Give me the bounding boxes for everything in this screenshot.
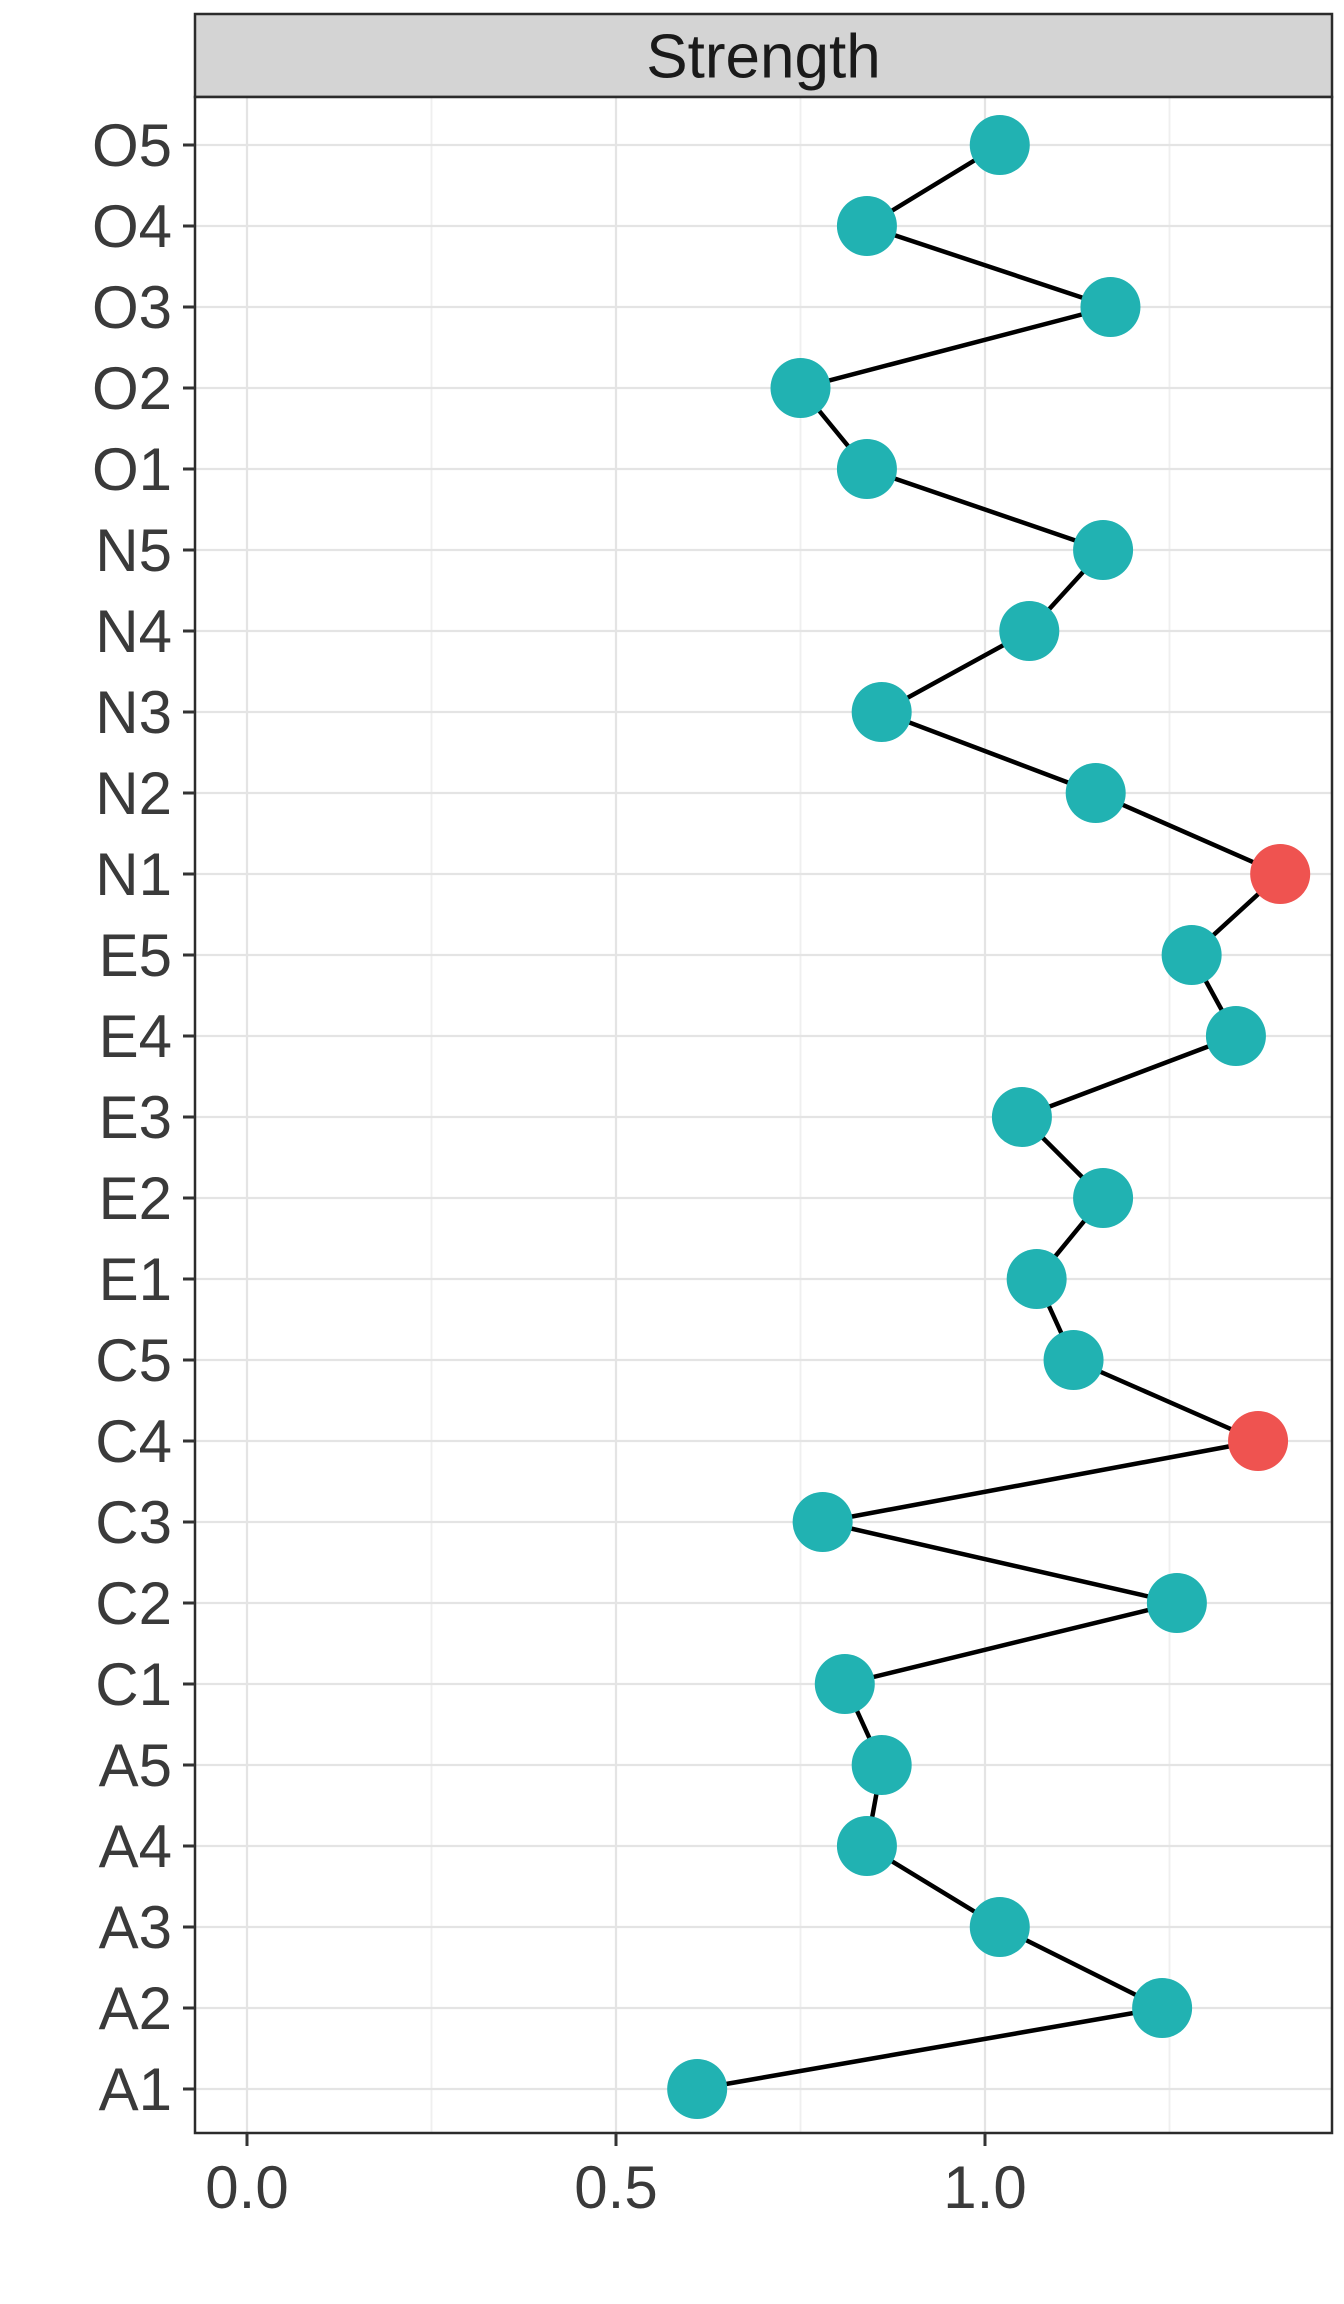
y-tick-label-C2: C2 xyxy=(95,1570,172,1637)
y-tick-label-E3: E3 xyxy=(99,1084,172,1151)
y-tick-label-C1: C1 xyxy=(95,1651,172,1718)
y-tick-label-O3: O3 xyxy=(92,274,172,341)
y-tick-label-E2: E2 xyxy=(99,1165,172,1232)
y-tick-label-E4: E4 xyxy=(99,1003,172,1070)
y-axis-labels: O5 O4 O3 O2 O1 N5 N4 N3 N2 N1 E5 E4 E3 E2 E1 C5 C4 C3 C2 C1… xyxy=(92,112,172,2123)
data-point-O1 xyxy=(836,439,897,499)
data-point-E4 xyxy=(1205,1006,1266,1066)
y-tick-label-A3: A3 xyxy=(99,1894,172,1961)
data-point-A1 xyxy=(667,2059,728,2119)
gridlines-rows xyxy=(195,143,1332,2091)
data-point-O4 xyxy=(836,196,897,256)
gridlines-minor xyxy=(430,97,1171,2133)
y-tick-label-A1: A1 xyxy=(99,2056,172,2123)
x-axis-ticks xyxy=(245,2133,987,2146)
data-point-O5 xyxy=(969,115,1030,175)
data-point-N4 xyxy=(999,601,1060,661)
data-point-A5 xyxy=(851,1735,912,1795)
y-tick-label-N5: N5 xyxy=(95,517,172,584)
facet-strip xyxy=(193,12,1334,99)
data-point-N3 xyxy=(851,682,912,742)
data-point-N2 xyxy=(1065,763,1126,823)
x-tick-label-0.5: 0.5 xyxy=(574,2154,657,2221)
data-point-O2 xyxy=(770,358,831,418)
data-point-C2 xyxy=(1146,1573,1207,1633)
data-point-C5 xyxy=(1043,1330,1104,1390)
data-point-N5 xyxy=(1073,520,1134,580)
data-point-A3 xyxy=(969,1897,1030,1957)
y-tick-label-C5: C5 xyxy=(95,1327,172,1394)
y-tick-label-O1: O1 xyxy=(92,436,172,503)
x-axis-labels: 0.0 0.5 1.0 xyxy=(205,2154,1026,2221)
y-tick-label-O5: O5 xyxy=(92,112,172,179)
plot-panel-background xyxy=(195,97,1332,2133)
y-tick-label-E5: E5 xyxy=(99,922,172,989)
y-tick-label-N3: N3 xyxy=(95,679,172,746)
y-tick-label-O2: O2 xyxy=(92,355,172,422)
facet-strip-title: Strength xyxy=(646,23,880,92)
data-points-group xyxy=(667,115,1311,2119)
data-point-C1 xyxy=(814,1654,875,1714)
data-point-A2 xyxy=(1132,1978,1193,2038)
y-axis-ticks xyxy=(183,143,195,2091)
y-tick-label-N4: N4 xyxy=(95,598,172,665)
data-point-E2 xyxy=(1073,1168,1134,1228)
data-point-C4 xyxy=(1228,1411,1289,1471)
y-tick-label-N2: N2 xyxy=(95,760,172,827)
plot-panel-border xyxy=(193,95,1334,2135)
data-point-E3 xyxy=(991,1087,1052,1147)
data-point-A4 xyxy=(836,1816,897,1876)
y-tick-label-A2: A2 xyxy=(99,1975,172,2042)
x-tick-label-1.0: 1.0 xyxy=(943,2154,1026,2221)
y-tick-label-C3: C3 xyxy=(95,1489,172,1556)
gridlines-major xyxy=(245,97,987,2133)
x-tick-label-0.0: 0.0 xyxy=(205,2154,288,2221)
y-tick-label-N1: N1 xyxy=(95,841,172,908)
data-point-E1 xyxy=(1006,1249,1067,1309)
y-tick-label-A5: A5 xyxy=(99,1732,172,1799)
data-point-N1 xyxy=(1250,844,1311,904)
data-point-C3 xyxy=(792,1492,853,1552)
y-tick-label-C4: C4 xyxy=(95,1408,172,1475)
y-tick-label-A4: A4 xyxy=(99,1813,172,1880)
y-tick-label-O4: O4 xyxy=(92,193,172,260)
data-point-O3 xyxy=(1080,277,1141,337)
y-tick-label-E1: E1 xyxy=(99,1246,172,1313)
data-point-E5 xyxy=(1161,925,1222,985)
